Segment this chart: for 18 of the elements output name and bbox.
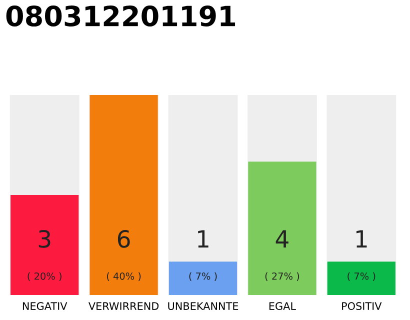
data-label: 3 (38, 230, 50, 248)
data-label: 4 (276, 230, 288, 248)
data-label: 1 (356, 230, 367, 248)
annotation: ( 40% ) (106, 272, 141, 281)
chart-title: 080312201191 (6, 5, 236, 26)
annotation: ( 7% ) (348, 272, 376, 281)
data-label: 1 (198, 230, 208, 248)
data-label: 6 (118, 230, 130, 248)
x-tick-label: UNBEKANNTE (168, 302, 238, 310)
x-tick-label: NEGATIV (22, 302, 68, 310)
x-tick-label: VERWIRREND (88, 302, 159, 310)
bar (168, 262, 238, 295)
annotation: ( 27% ) (265, 272, 300, 281)
bar (327, 262, 396, 295)
annotation: ( 20% ) (28, 272, 62, 281)
annotation: ( 7% ) (189, 272, 217, 281)
x-tick-label: EGAL (269, 302, 296, 310)
x-tick-label: POSITIV (342, 302, 382, 310)
